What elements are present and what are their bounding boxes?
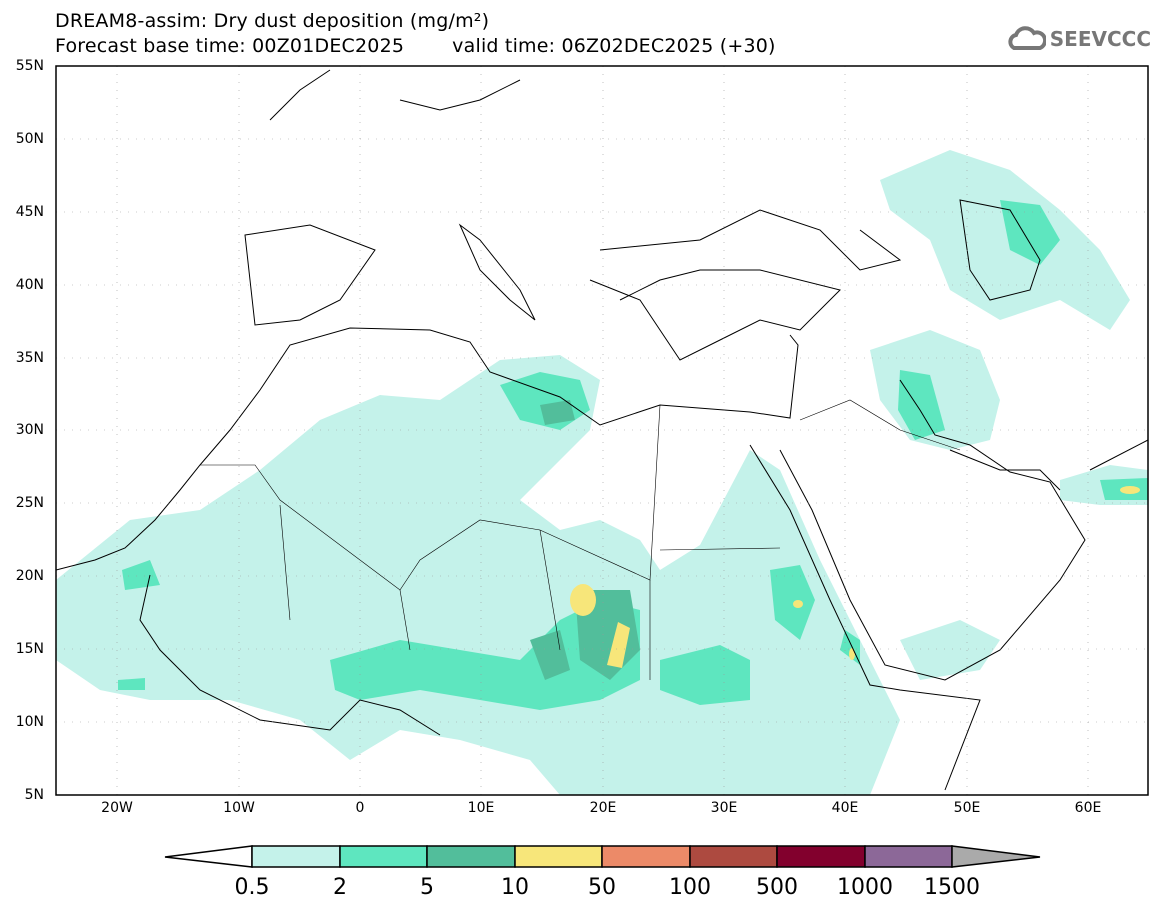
lon-label: 0: [355, 800, 365, 816]
seevccc-logo: SEEVCCC: [1006, 26, 1151, 52]
map-title: DREAM8-assim: Dry dust deposition (mg/m²…: [55, 10, 490, 32]
lat-label: 45N: [15, 204, 44, 220]
colorbar-over-arrow: [951, 845, 1041, 868]
lat-label: 55N: [15, 58, 44, 74]
colorbar: [164, 845, 1041, 868]
lon-label: 30E: [710, 800, 738, 816]
base-time: Forecast base time: 00Z01DEC2025: [55, 35, 405, 57]
colorbar-label: 1000: [837, 875, 893, 900]
colorbar-label: 100: [669, 875, 711, 900]
colorbar-label: 1500: [924, 875, 980, 900]
dust-level-2: [118, 200, 1148, 710]
dust-level-10: [570, 486, 1140, 668]
colorbar-under-arrow: [164, 845, 253, 868]
lat-label: 50N: [15, 131, 44, 147]
lat-label: 5N: [24, 787, 44, 803]
lon-label: 20E: [589, 800, 617, 816]
cloud-icon: [1008, 26, 1046, 50]
valid-time: valid time: 06Z02DEC2025 (+30): [452, 35, 776, 57]
country-borders: [200, 399, 961, 680]
colorbar-label: 2: [333, 875, 347, 900]
colorbar-label: 500: [756, 875, 798, 900]
lat-label: 35N: [15, 350, 44, 366]
lon-label: 10E: [467, 800, 495, 816]
lon-label: 50E: [953, 800, 981, 816]
lat-label: 30N: [15, 422, 44, 438]
coastlines: [56, 69, 1148, 791]
colorbar-label: 50: [588, 875, 616, 900]
dust-deposition-field: [56, 69, 1148, 795]
lat-label: 10N: [15, 714, 44, 730]
logo-text: SEEVCCC: [1049, 27, 1151, 51]
lon-label: 10W: [223, 800, 255, 816]
lat-label: 25N: [15, 495, 44, 511]
lat-label: 20N: [15, 568, 44, 584]
colorbar-label: 0.5: [234, 875, 270, 900]
lat-label: 15N: [15, 641, 44, 657]
lon-label: 40E: [831, 800, 859, 816]
lat-label: 40N: [15, 277, 44, 293]
lon-label: 60E: [1074, 800, 1102, 816]
map-subtitle: Forecast base time: 00Z01DEC2025 valid ti…: [55, 35, 776, 57]
lon-label: 20W: [101, 800, 133, 816]
colorbar-label: 10: [501, 875, 529, 900]
map-frame: [55, 65, 1149, 796]
colorbar-label: 5: [420, 875, 434, 900]
